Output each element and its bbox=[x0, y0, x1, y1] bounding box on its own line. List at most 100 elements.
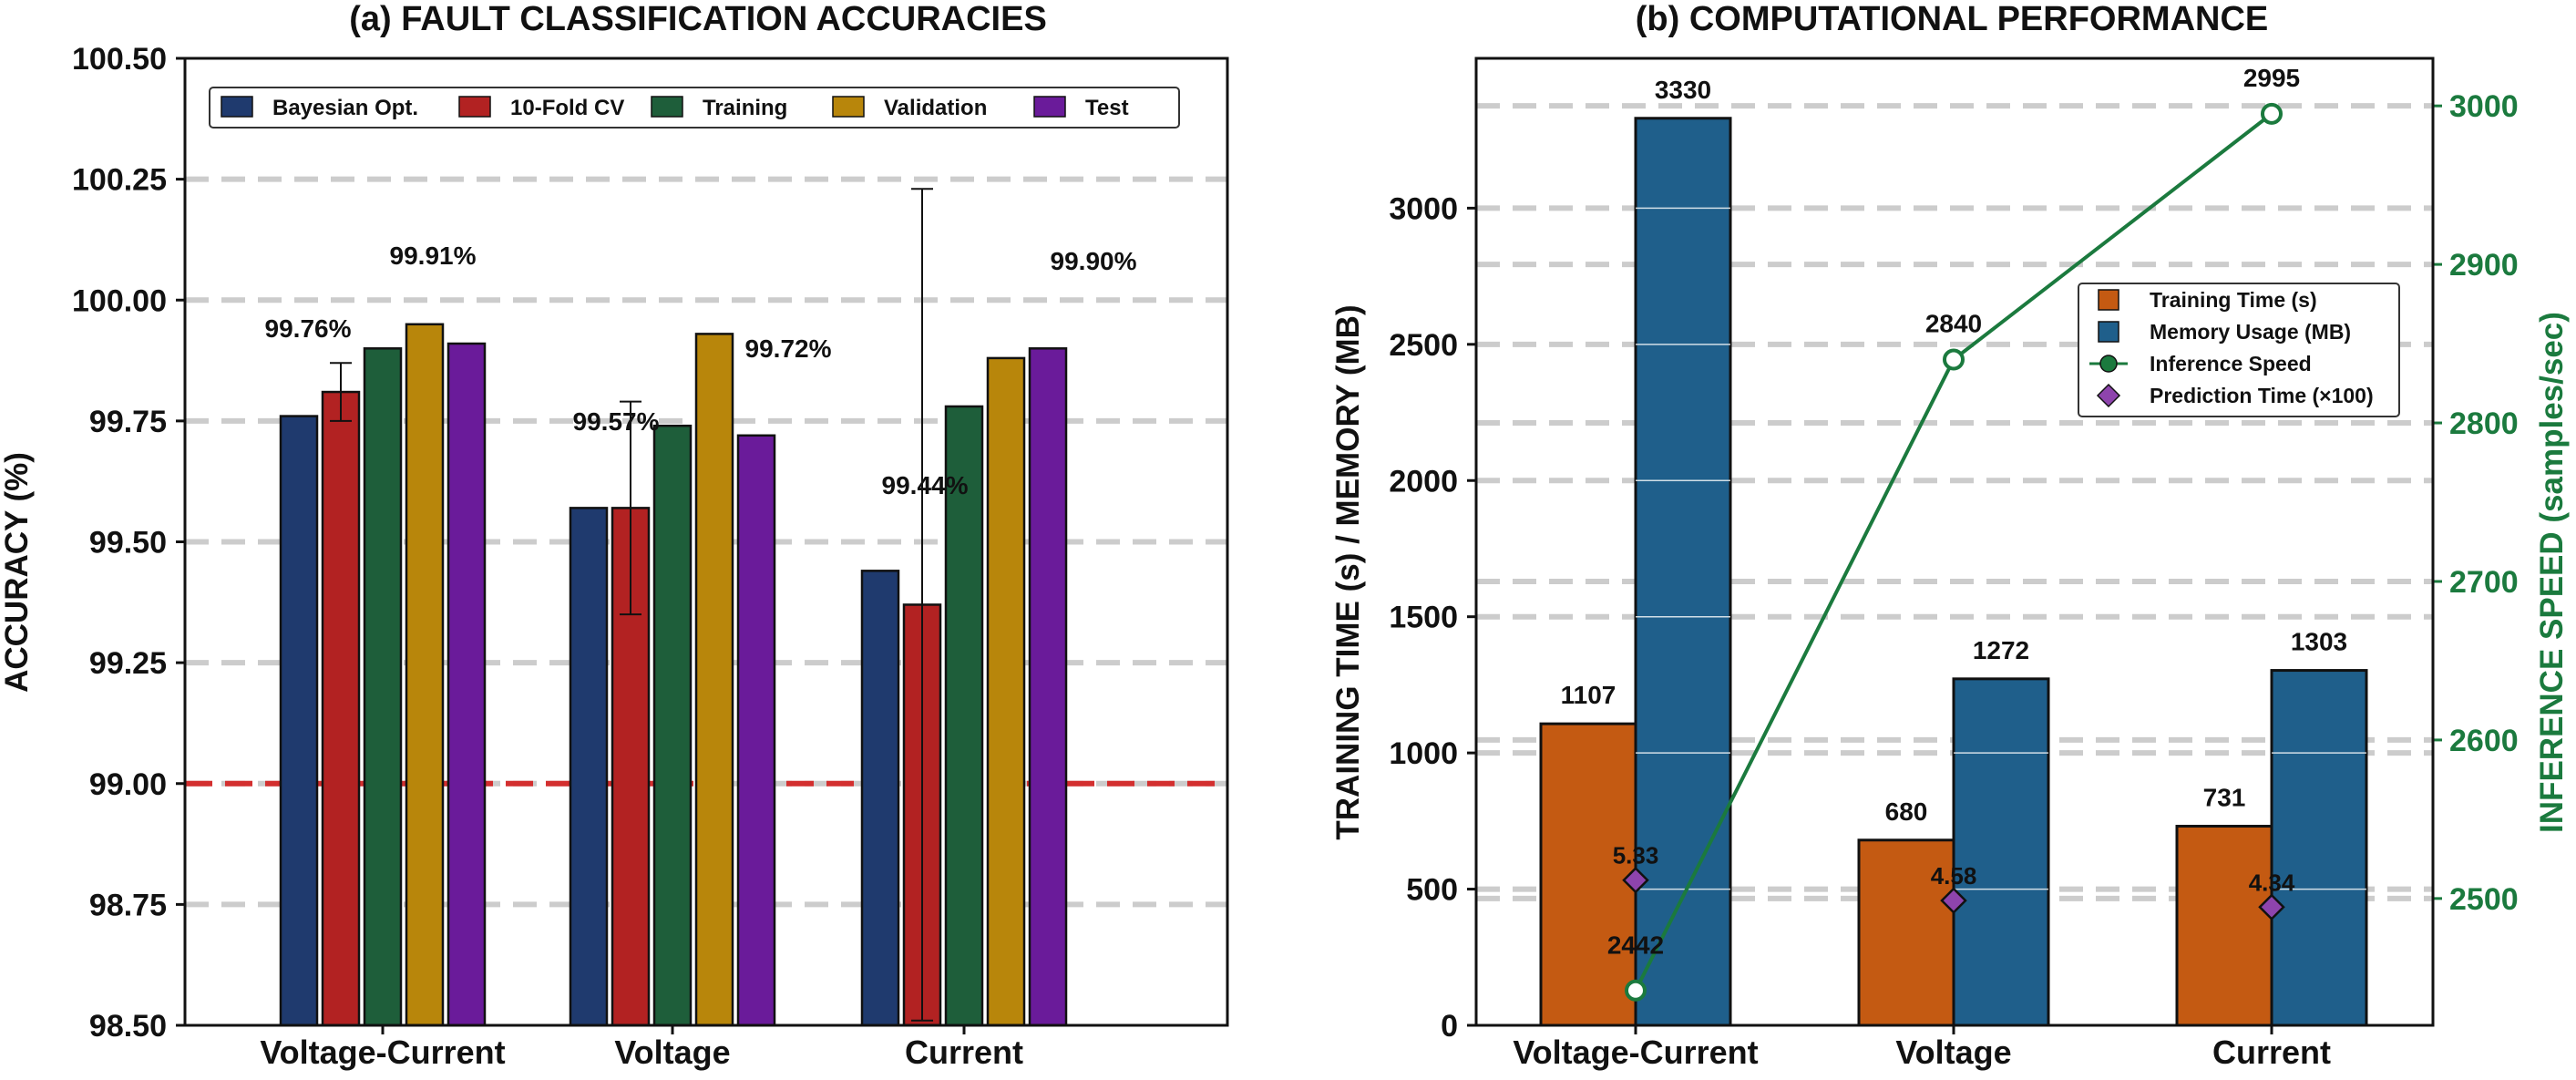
accuracy-y-tick-label: 98.50 bbox=[89, 1009, 167, 1044]
performance-y-tick-label: 0 bbox=[1441, 1009, 1458, 1044]
accuracy-y-tick-label: 98.75 bbox=[89, 888, 167, 922]
accuracy-bar bbox=[694, 333, 734, 1027]
training-time-legend-swatch bbox=[2098, 289, 2119, 311]
accuracy-bar bbox=[986, 356, 1026, 1027]
inference-speed-legend-marker bbox=[2099, 355, 2118, 373]
accuracy-legend-swatch bbox=[832, 96, 865, 118]
accuracy-legend-label: Bayesian Opt. bbox=[272, 96, 418, 120]
accuracy-bars bbox=[279, 323, 1068, 1027]
accuracy-y-tick-label: 100.00 bbox=[72, 283, 167, 318]
accuracy-annotation: 99.90% bbox=[1051, 247, 1137, 275]
accuracy-annotation: 99.91% bbox=[390, 242, 477, 270]
accuracy-legend-box bbox=[209, 87, 1180, 129]
accuracy-bar bbox=[652, 424, 693, 1027]
performance-x-tick-label: Voltage bbox=[1895, 1034, 2011, 1071]
accuracy-bar bbox=[569, 507, 609, 1027]
inference-speed-line: 2442 2840 2995 bbox=[1607, 64, 2300, 1002]
memory-usage-label: 3330 bbox=[1655, 76, 1711, 104]
performance-x-tick-label: Current bbox=[2212, 1034, 2331, 1071]
accuracy-bar bbox=[944, 405, 984, 1027]
accuracy-y-tick-label: 100.25 bbox=[72, 163, 167, 198]
accuracy-bar bbox=[363, 347, 403, 1027]
inference-speed-point bbox=[1943, 348, 1965, 371]
training-time-bar bbox=[1539, 722, 1637, 1027]
prediction-time-label: 4.34 bbox=[2249, 869, 2295, 896]
training-time-label: 1107 bbox=[1561, 681, 1616, 709]
accuracy-bar bbox=[321, 390, 361, 1027]
accuracy-y-tick-label: 99.00 bbox=[89, 767, 167, 802]
accuracy-annotation: 99.76% bbox=[265, 314, 352, 343]
inference-y-tick-label: 2800 bbox=[2449, 406, 2519, 441]
performance-y-ticks: 0 500 1000 1500 2000 2500 3000 bbox=[1389, 191, 1476, 1044]
accuracy-x-tick-label: Voltage-Current bbox=[260, 1034, 505, 1071]
memory-usage-bar bbox=[1952, 677, 2050, 1027]
inference-y-tick-label: 2600 bbox=[2449, 724, 2519, 758]
memory-usage-bar bbox=[1634, 117, 1732, 1027]
inference-speed-point bbox=[1625, 979, 1647, 1002]
accuracy-legend-swatch bbox=[651, 96, 683, 118]
accuracy-bar bbox=[736, 434, 776, 1027]
performance-y-tick-label: 3000 bbox=[1389, 191, 1458, 226]
performance-y-tick-label: 2500 bbox=[1389, 328, 1458, 363]
prediction-time-marker bbox=[2258, 893, 2285, 921]
prediction-time-legend-marker bbox=[2096, 383, 2121, 408]
inference-y-tick-label: 2900 bbox=[2449, 248, 2519, 283]
inference-y-tick-label: 2500 bbox=[2449, 882, 2519, 917]
memory-usage-legend-swatch bbox=[2098, 321, 2119, 343]
prediction-time-markers: 5.33 4.58 4.34 bbox=[1613, 842, 2295, 921]
accuracy-bar bbox=[279, 415, 319, 1027]
accuracy-error-bars bbox=[330, 188, 933, 1022]
training-time-label: 731 bbox=[2203, 784, 2246, 812]
memory-usage-label: 1303 bbox=[2291, 628, 2347, 656]
performance-legend-label: Training Time (s) bbox=[2150, 288, 2317, 312]
accuracy-x-tick-label: Voltage bbox=[614, 1034, 730, 1071]
performance-y-axis-title: TRAINING TIME (s) / MEMORY (MB) bbox=[1330, 304, 1366, 839]
performance-plot-frame bbox=[1474, 57, 2435, 1027]
performance-x-ticks: Voltage-Current Voltage Current bbox=[1513, 1025, 2331, 1071]
training-time-label: 680 bbox=[1885, 797, 1928, 826]
prediction-time-marker bbox=[1622, 866, 1649, 894]
memory-usage-label: 1272 bbox=[1973, 636, 2029, 664]
accuracy-legend-label: Test bbox=[1085, 96, 1129, 120]
prediction-time-label: 5.33 bbox=[1613, 842, 1659, 869]
accuracy-chart-title: (a) FAULT CLASSIFICATION ACCURACIES bbox=[349, 0, 1047, 38]
accuracy-y-axis-title: ACCURACY (%) bbox=[0, 452, 35, 693]
inference-speed-point bbox=[2261, 102, 2283, 125]
accuracy-annotation: 99.44% bbox=[882, 471, 969, 499]
memory-usage-bar bbox=[2270, 669, 2368, 1027]
inference-y-tick-label: 2700 bbox=[2449, 565, 2519, 600]
performance-legend-label: Prediction Time (×100) bbox=[2150, 384, 2374, 407]
performance-bar-labels: 1107 3330 680 1272 731 1303 bbox=[1561, 76, 2348, 826]
accuracy-annotation: 99.72% bbox=[745, 334, 832, 363]
accuracy-bar bbox=[1028, 347, 1068, 1027]
performance-chart-title: (b) COMPUTATIONAL PERFORMANCE bbox=[1636, 0, 2269, 38]
accuracy-bar bbox=[405, 323, 445, 1027]
accuracy-y-ticks: 98.50 98.75 99.00 99.25 99.50 99.75 100.00 100.… bbox=[72, 42, 185, 1044]
training-time-bar bbox=[2175, 825, 2273, 1027]
prediction-time-label: 4.58 bbox=[1931, 862, 1977, 890]
accuracy-plot-frame bbox=[183, 57, 1229, 1027]
accuracy-y-tick-label: 99.50 bbox=[89, 526, 167, 561]
accuracy-legend-swatch bbox=[1033, 96, 1066, 118]
accuracy-legend: Bayesian Opt. 10-Fold CV Training Validatio… bbox=[209, 87, 1180, 129]
accuracy-legend-label: 10-Fold CV bbox=[510, 96, 624, 120]
performance-legend-label: Memory Usage (MB) bbox=[2150, 320, 2351, 344]
performance-chart: (b) COMPUTATIONAL PERFORMANCE TRAINING T… bbox=[1330, 0, 2570, 1071]
performance-y-tick-label: 500 bbox=[1406, 873, 1458, 908]
performance-legend: Training Time (s) Memory Usage (MB) Infere… bbox=[2078, 283, 2400, 417]
performance-y-tick-label: 1500 bbox=[1389, 601, 1458, 635]
accuracy-bar bbox=[860, 570, 900, 1027]
inference-y-axis-title: INFERENCE SPEED (samples/sec) bbox=[2534, 312, 2570, 833]
accuracy-legend-label: Validation bbox=[884, 96, 987, 120]
inference-y-tick-label: 3000 bbox=[2449, 89, 2519, 124]
accuracy-x-tick-label: Current bbox=[905, 1034, 1023, 1071]
accuracy-legend-swatch bbox=[458, 96, 491, 118]
accuracy-chart: (a) FAULT CLASSIFICATION ACCURACIES ACCU… bbox=[0, 0, 1229, 1071]
accuracy-x-ticks: Voltage-Current Voltage Current bbox=[260, 1025, 1023, 1071]
performance-bars bbox=[1539, 117, 2368, 1027]
prediction-time-marker bbox=[1940, 887, 1967, 914]
accuracy-annotations: 99.76% 99.91% 99.57% 99.72% 99.44% 99.90% bbox=[265, 242, 1137, 499]
performance-y-tick-label: 2000 bbox=[1389, 464, 1458, 499]
